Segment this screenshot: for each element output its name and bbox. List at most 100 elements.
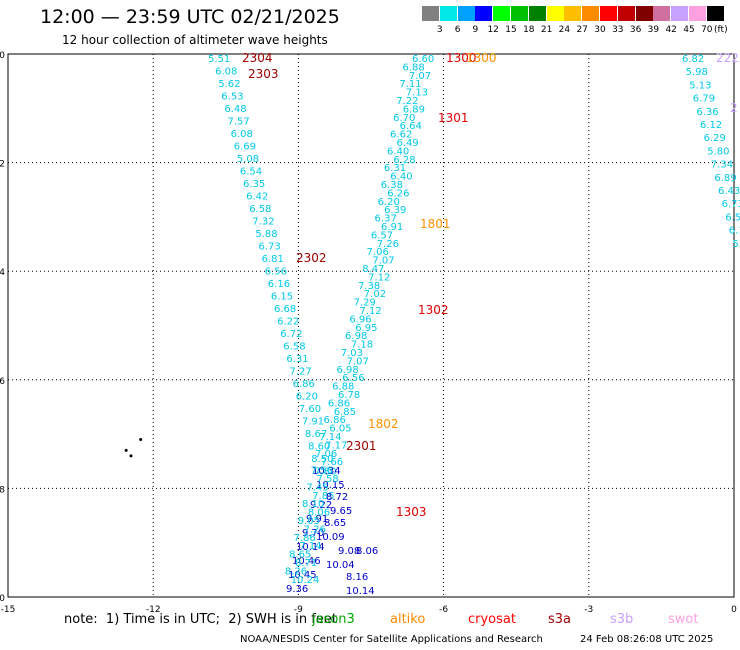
- colorbar-tick-label: 3: [436, 25, 443, 35]
- colorbar-swatch: [617, 6, 635, 21]
- wave-value: 6.35: [243, 179, 265, 190]
- wave-value: 6.31: [286, 354, 308, 365]
- wave-value: 6.1: [729, 226, 740, 237]
- wave-value: 7.06: [367, 247, 389, 258]
- colorbar-swatch: [600, 6, 617, 21]
- wave-value: 5.8: [732, 239, 740, 250]
- colorbar-swatch: [671, 6, 689, 21]
- map-subtitle: 12 hour collection of altimeter wave hei…: [62, 33, 328, 47]
- track-time-label: 1302: [418, 303, 449, 317]
- wave-value: 7.57: [228, 117, 250, 128]
- mission-s3a: s3a: [548, 612, 572, 627]
- wave-value: 8.47: [362, 264, 384, 275]
- track-time-label: 2302: [296, 251, 327, 265]
- wave-value: 5.98: [686, 67, 708, 78]
- colorbar-tick-label: 36: [629, 25, 642, 35]
- wave-value: 5.51: [208, 54, 230, 65]
- wave-value: 6.56: [342, 373, 364, 384]
- lon-tick-label: -15: [1, 605, 16, 615]
- wave-value: 8.60: [308, 442, 330, 453]
- wave-value: 6.08: [215, 67, 237, 78]
- wave-value: 6.58: [249, 204, 271, 215]
- colorbar-swatch: [546, 6, 564, 21]
- colorbar-swatch: [564, 6, 582, 21]
- colorbar-tick-label: 9: [472, 25, 479, 35]
- wave-value: 8.06: [308, 508, 330, 519]
- colorbar-tick-label: 18: [523, 25, 535, 35]
- track-time-label: 1300: [466, 51, 497, 65]
- colorbar-tick-label: 33: [612, 25, 624, 35]
- wave-value: 5.80: [707, 146, 729, 157]
- wave-value: 7.56: [311, 466, 333, 477]
- wave-value: 7.26: [304, 524, 326, 535]
- wave-value: 9.65: [330, 506, 352, 517]
- wave-value: 6.89: [403, 104, 425, 115]
- wave-value: 7.86: [293, 533, 315, 544]
- map-title: 12:00 — 23:59 UTC 02/21/2025: [40, 6, 340, 28]
- wave-value: 7.12: [360, 306, 382, 317]
- wave-value: 6.95: [355, 323, 377, 334]
- wave-value: 6.53: [221, 92, 243, 103]
- wave-value: 8.65: [324, 518, 346, 529]
- wave-value: 10.45: [288, 570, 317, 581]
- wave-value: 6.16: [268, 279, 290, 290]
- wave-value: 7.07: [372, 256, 394, 267]
- footer-credit: NOAA/NESDIS Center for Satellite Applica…: [240, 634, 543, 645]
- lat-tick-label: -34: [0, 268, 5, 278]
- colorbar-swatch: [439, 6, 457, 21]
- track-time-label: 2303: [248, 67, 279, 81]
- wave-value: 7.11: [399, 79, 421, 90]
- wave-value: 7.91: [302, 417, 324, 428]
- wave-value: 6.62: [390, 130, 412, 141]
- colorbar-swatch: [582, 6, 600, 21]
- wave-value: 7.14: [299, 541, 321, 552]
- wave-value: 6.78: [338, 390, 360, 401]
- colorbar-tick-label: 21: [540, 25, 553, 35]
- wave-value: 8.10: [302, 499, 324, 510]
- wave-value: 10.15: [316, 480, 345, 491]
- wave-value: 7.03: [341, 348, 363, 359]
- wave-value: 7.07: [409, 71, 431, 82]
- wave-value: 7.80: [314, 467, 336, 478]
- wave-value: 6.91: [381, 222, 403, 233]
- lon-tick-label: 0: [731, 605, 737, 615]
- wave-value: 7.18: [351, 340, 373, 351]
- lat-tick-label: -32: [0, 160, 5, 170]
- mission-s3b: s3b: [610, 612, 634, 627]
- colorbar-unit: (ft): [714, 25, 728, 35]
- colorbar-tick-label: 45: [683, 25, 695, 35]
- wave-value: 7.02: [364, 289, 386, 300]
- wave-value: 6.28: [393, 155, 415, 166]
- colorbar-swatch: [706, 6, 724, 21]
- wave-value: 6.98: [336, 365, 358, 376]
- map-frame: [7, 53, 735, 598]
- wave-value: 8.16: [346, 572, 368, 583]
- wave-value: 6.36: [696, 107, 718, 118]
- wave-value: 5.88: [255, 229, 277, 240]
- wave-value: 5.08: [237, 154, 259, 165]
- wave-value: 6.37: [375, 214, 397, 225]
- wave-value: 7.12: [368, 272, 390, 283]
- wave-value: 6.12: [700, 120, 722, 131]
- wave-value: 10.14: [346, 586, 375, 597]
- colorbar-tick-label: 27: [576, 25, 588, 35]
- wave-value: 6.82: [682, 54, 704, 65]
- wave-value: 10.04: [326, 560, 355, 571]
- wave-value: 6.85: [334, 407, 356, 418]
- wave-value: 6.22: [277, 317, 299, 328]
- mission-altiko: altiko: [390, 612, 426, 627]
- lat-tick-label: -40: [0, 594, 5, 604]
- lat-tick-label: -38: [0, 485, 5, 495]
- wave-value: 7.85: [312, 491, 334, 502]
- wave-value: 6.96: [349, 314, 371, 325]
- wave-value: 7.45: [306, 482, 328, 493]
- lat-tick-label: -36: [0, 377, 5, 387]
- wave-value: 8.26: [285, 566, 307, 577]
- island-dot: [129, 454, 133, 458]
- wave-value: 8.50: [311, 454, 333, 465]
- colorbar-swatch: [635, 6, 653, 21]
- colorbar-tick-label: 42: [665, 25, 677, 35]
- track-time-label: 2: [730, 101, 738, 115]
- wave-value: 8.71: [295, 558, 317, 569]
